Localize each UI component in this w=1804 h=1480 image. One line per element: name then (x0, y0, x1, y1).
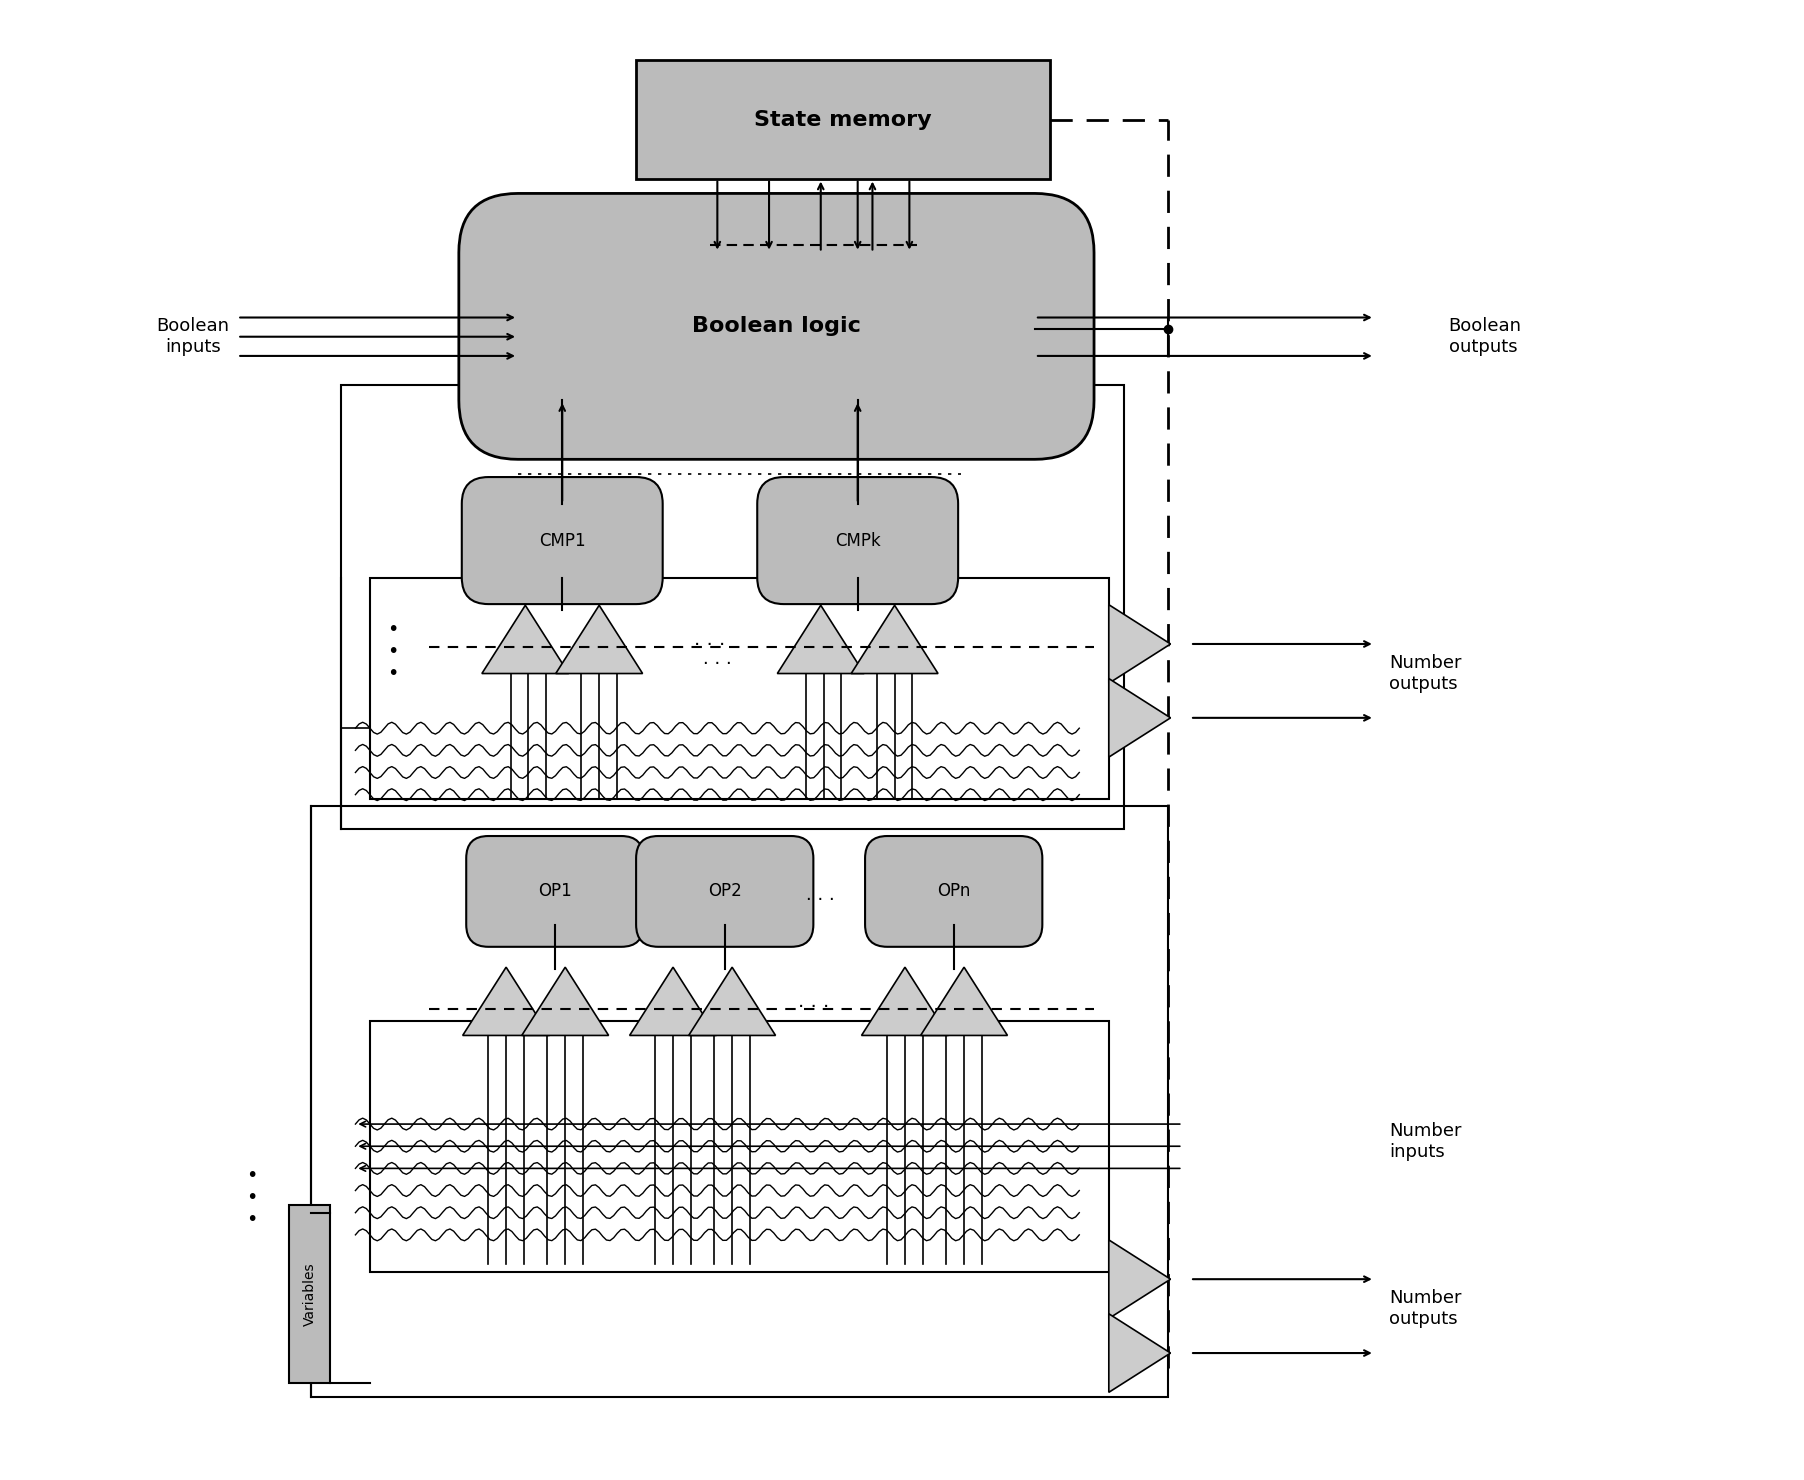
Text: •
•
•: • • • (247, 1166, 258, 1230)
Polygon shape (689, 968, 776, 1036)
Text: OP2: OP2 (707, 882, 741, 900)
Text: Boolean
inputs: Boolean inputs (157, 317, 229, 357)
Polygon shape (521, 968, 608, 1036)
Polygon shape (920, 968, 1007, 1036)
Bar (341, 385, 1124, 829)
Bar (637, 61, 1050, 179)
Text: OP1: OP1 (538, 882, 572, 900)
Text: . . .: . . . (695, 630, 725, 650)
Text: •
•
•: • • • (386, 620, 399, 682)
Text: CMPk: CMPk (835, 531, 880, 549)
Text: CMP1: CMP1 (539, 531, 586, 549)
Text: . . .: . . . (806, 887, 835, 904)
Polygon shape (1109, 605, 1171, 684)
Polygon shape (851, 605, 938, 673)
Text: Boolean
outputs: Boolean outputs (1449, 317, 1521, 357)
Text: OPn: OPn (936, 882, 971, 900)
Text: Number
inputs: Number inputs (1389, 1122, 1461, 1162)
Text: Number
outputs: Number outputs (1389, 1289, 1461, 1328)
Bar (370, 577, 1109, 799)
FancyBboxPatch shape (458, 194, 1093, 459)
Polygon shape (1109, 678, 1171, 758)
Polygon shape (482, 605, 568, 673)
FancyBboxPatch shape (758, 477, 958, 604)
Polygon shape (462, 968, 550, 1036)
FancyBboxPatch shape (462, 477, 662, 604)
FancyBboxPatch shape (637, 836, 814, 947)
FancyBboxPatch shape (465, 836, 644, 947)
Text: Variables: Variables (303, 1262, 318, 1326)
Text: . . .: . . . (704, 650, 732, 667)
FancyBboxPatch shape (866, 836, 1043, 947)
Polygon shape (630, 968, 716, 1036)
Polygon shape (862, 968, 949, 1036)
Bar (370, 1021, 1109, 1271)
Text: Boolean logic: Boolean logic (693, 317, 861, 336)
Polygon shape (1109, 1314, 1171, 1393)
Polygon shape (778, 605, 864, 673)
Bar (289, 1205, 330, 1382)
Polygon shape (556, 605, 642, 673)
Text: Number
outputs: Number outputs (1389, 654, 1461, 693)
Bar (310, 807, 1167, 1397)
Polygon shape (1109, 1240, 1171, 1319)
Text: State memory: State memory (754, 110, 931, 130)
Text: . . .: . . . (797, 992, 830, 1011)
